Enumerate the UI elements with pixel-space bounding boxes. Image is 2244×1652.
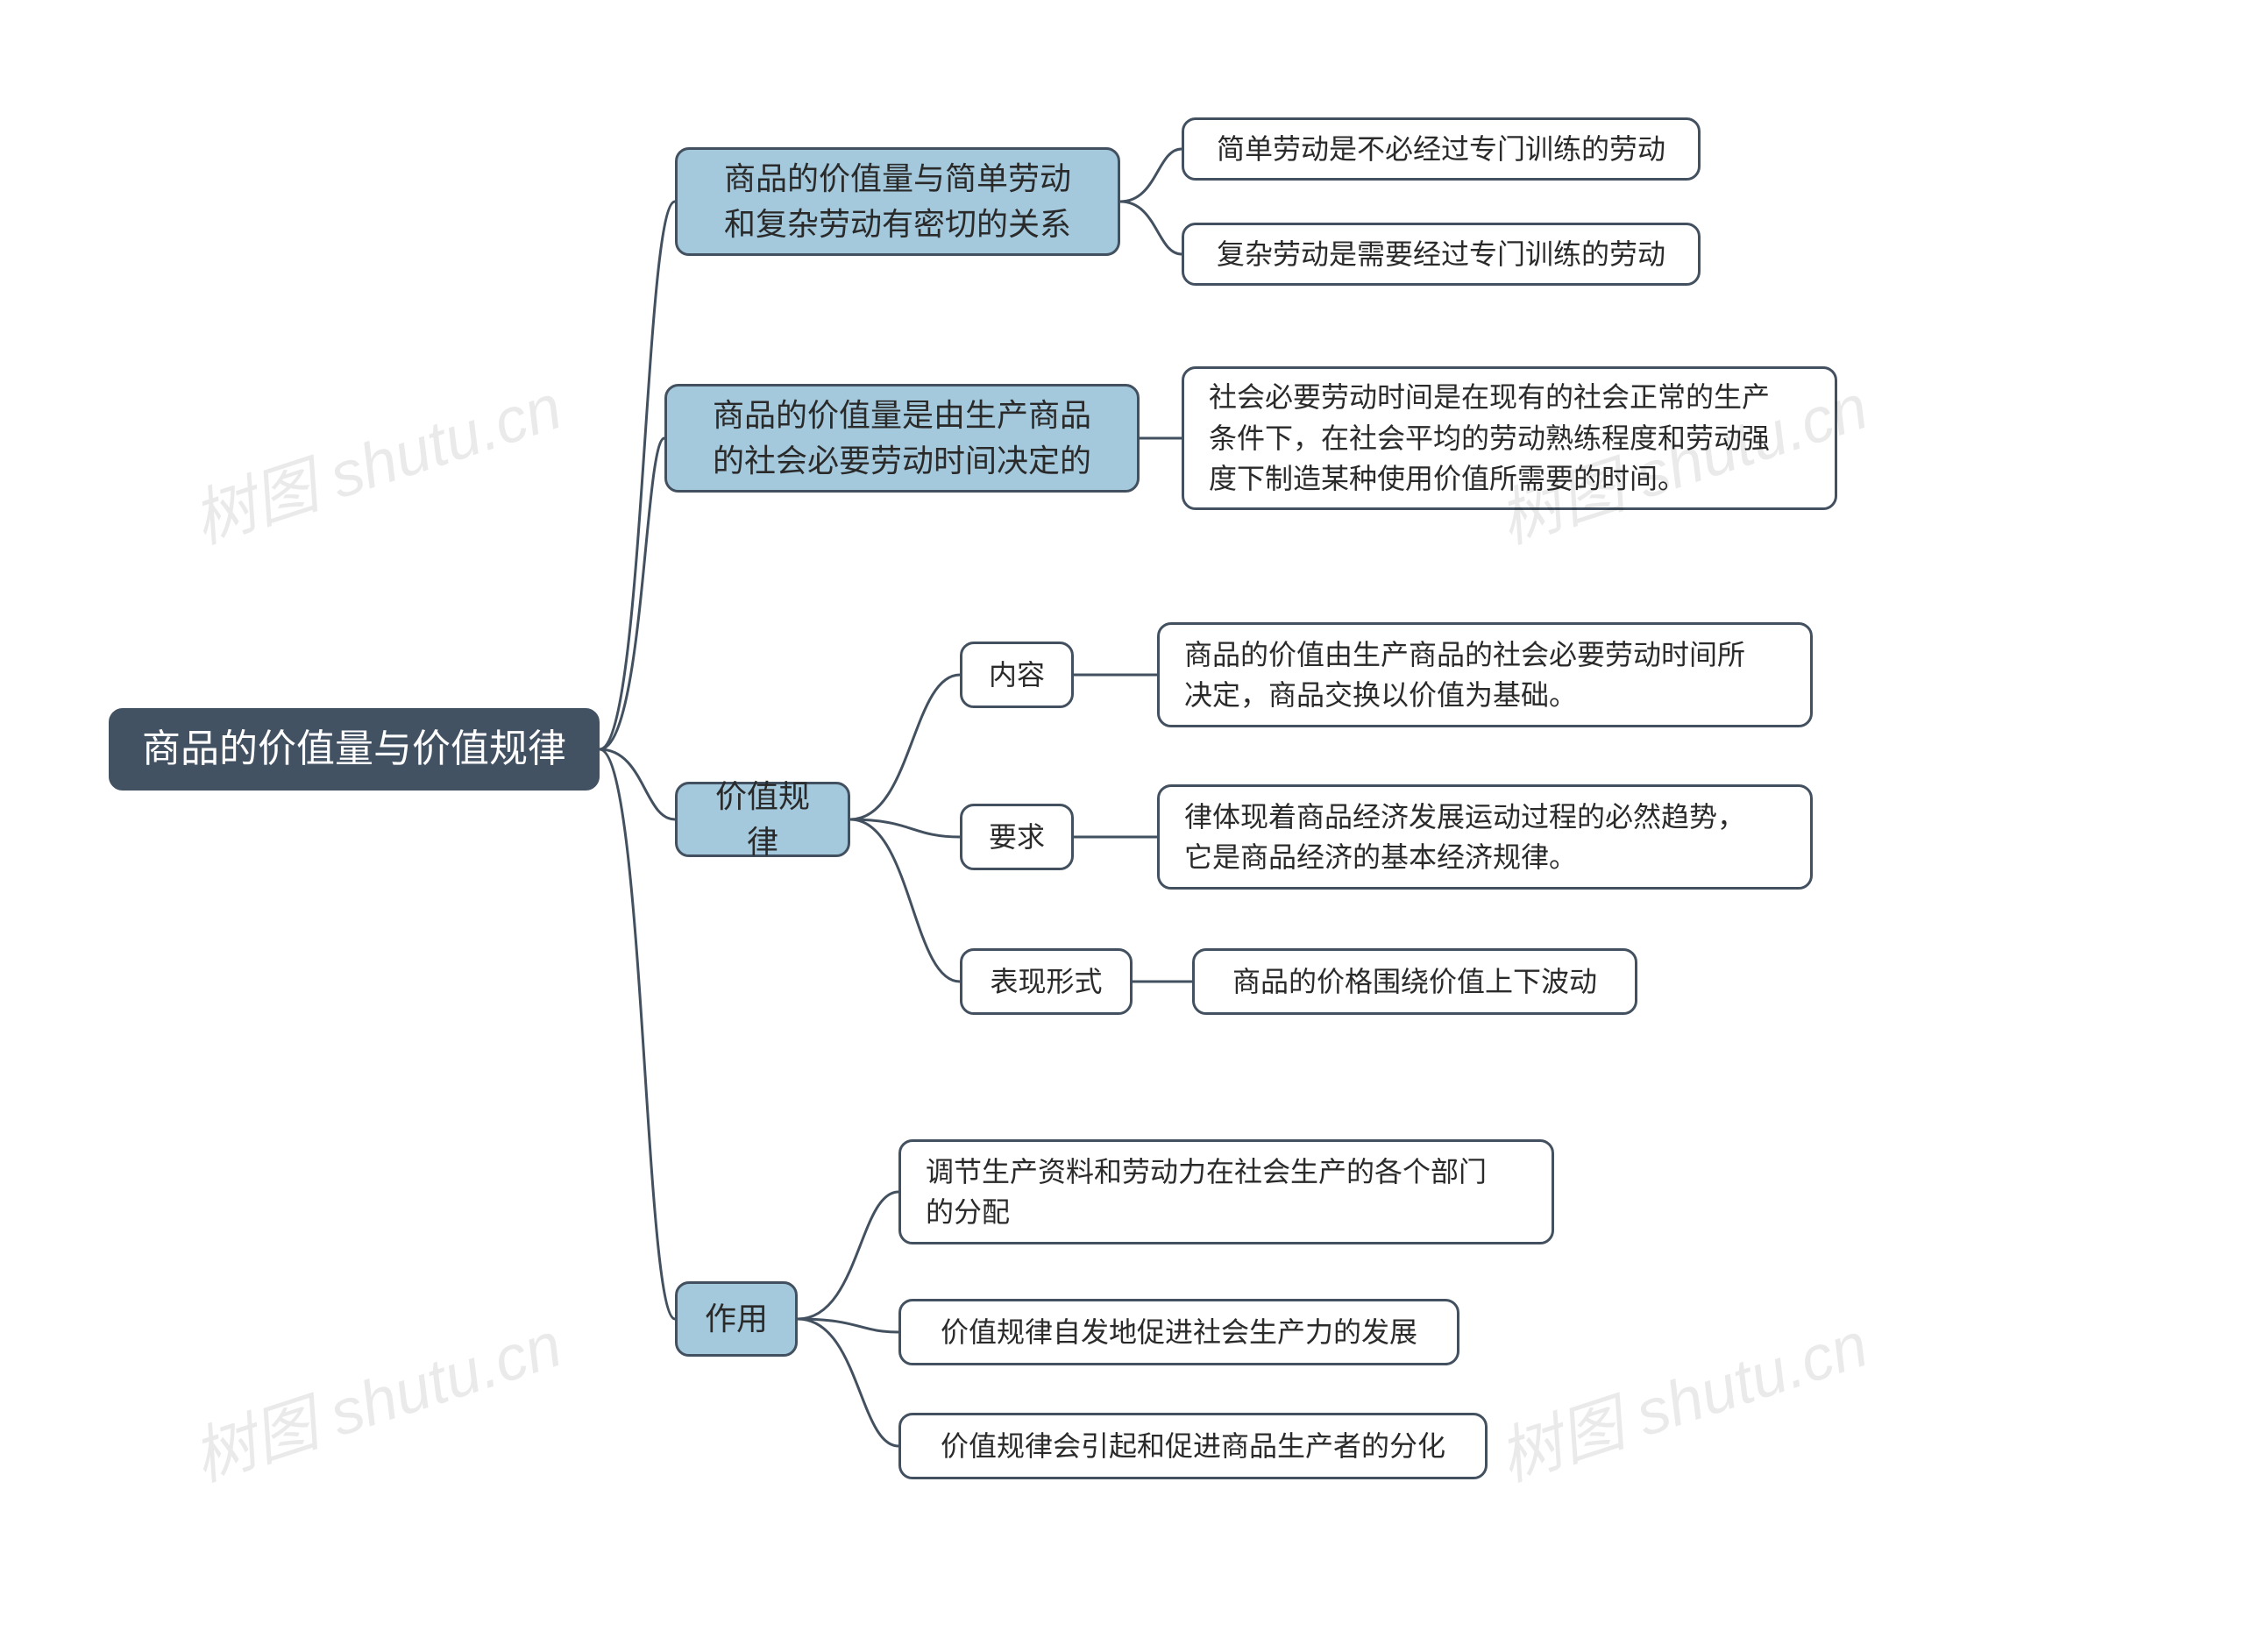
leaf-node-b3c2d1[interactable]: 律体现着商品经济发展运动过程的必然趋势，它是商品经济的基本经济规律。	[1157, 784, 1813, 890]
branch-label: 商品的价值量是由生产商品的社会必要劳动时间决定的	[713, 393, 1091, 484]
leaf-node-b2c1[interactable]: 社会必要劳动时间是在现有的社会正常的生产条件下，在社会平均的劳动熟练程度和劳动强…	[1182, 366, 1837, 510]
connector-layer	[0, 0, 2244, 1652]
branch-node-b2[interactable]: 商品的价值量是由生产商品的社会必要劳动时间决定的	[664, 384, 1140, 493]
leaf-label: 律体现着商品经济发展运动过程的必然趋势，它是商品经济的基本经济规律。	[1184, 797, 1745, 878]
l3-label: 要求	[989, 817, 1045, 857]
l3-label: 内容	[989, 655, 1045, 695]
leaf-node-b3c1d1[interactable]: 商品的价值由生产商品的社会必要劳动时间所决定，商品交换以价值为基础。	[1157, 622, 1813, 727]
branch-label: 价值规律	[702, 774, 823, 865]
root-node[interactable]: 商品的价值量与价值规律	[109, 708, 600, 791]
watermark: 树图 shutu.cn	[179, 355, 571, 561]
leaf-node-b4c3[interactable]: 价值规律会引起和促进商品生产者的分化	[898, 1413, 1488, 1479]
watermark: 树图 shutu.cn	[179, 1293, 571, 1499]
leaf-label: 复杂劳动是需要经过专门训练的劳动	[1217, 234, 1665, 274]
l3-node-b3c2[interactable]: 要求	[960, 804, 1074, 870]
branch-node-b3[interactable]: 价值规律	[675, 782, 850, 857]
l3-node-b3c1[interactable]: 内容	[960, 642, 1074, 708]
branch-label: 作用	[705, 1296, 768, 1342]
leaf-label: 社会必要劳动时间是在现有的社会正常的生产条件下，在社会平均的劳动熟练程度和劳动强…	[1209, 377, 1770, 499]
l3-label: 表现形式	[990, 961, 1102, 1002]
branch-label: 商品的价值量与简单劳动和复杂劳动有密切的关系	[724, 156, 1071, 247]
leaf-label: 商品的价值由生产商品的社会必要劳动时间所决定，商品交换以价值为基础。	[1184, 635, 1745, 716]
leaf-label: 价值规律自发地促进社会生产力的发展	[941, 1312, 1417, 1352]
mindmap-stage: 商品的价值量与价值规律 商品的价值量与简单劳动和复杂劳动有密切的关系 简单劳动是…	[0, 0, 2244, 1652]
l3-node-b3c3[interactable]: 表现形式	[960, 948, 1133, 1015]
branch-node-b1[interactable]: 商品的价值量与简单劳动和复杂劳动有密切的关系	[675, 147, 1120, 256]
leaf-node-b1c1[interactable]: 简单劳动是不必经过专门训练的劳动	[1182, 117, 1701, 181]
leaf-label: 商品的价格围绕价值上下波动	[1232, 961, 1597, 1002]
leaf-label: 价值规律会引起和促进商品生产者的分化	[941, 1426, 1445, 1466]
leaf-node-b3c3d1[interactable]: 商品的价格围绕价值上下波动	[1192, 948, 1637, 1015]
leaf-node-b4c1[interactable]: 调节生产资料和劳动力在社会生产的各个部门的分配	[898, 1139, 1554, 1244]
branch-node-b4[interactable]: 作用	[675, 1281, 798, 1357]
leaf-node-b4c2[interactable]: 价值规律自发地促进社会生产力的发展	[898, 1299, 1459, 1365]
root-label: 商品的价值量与价值规律	[142, 721, 566, 777]
leaf-label: 调节生产资料和劳动力在社会生产的各个部门的分配	[926, 1152, 1487, 1233]
leaf-label: 简单劳动是不必经过专门训练的劳动	[1217, 129, 1665, 169]
watermark: 树图 shutu.cn	[1485, 1293, 1877, 1499]
leaf-node-b1c2[interactable]: 复杂劳动是需要经过专门训练的劳动	[1182, 223, 1701, 286]
